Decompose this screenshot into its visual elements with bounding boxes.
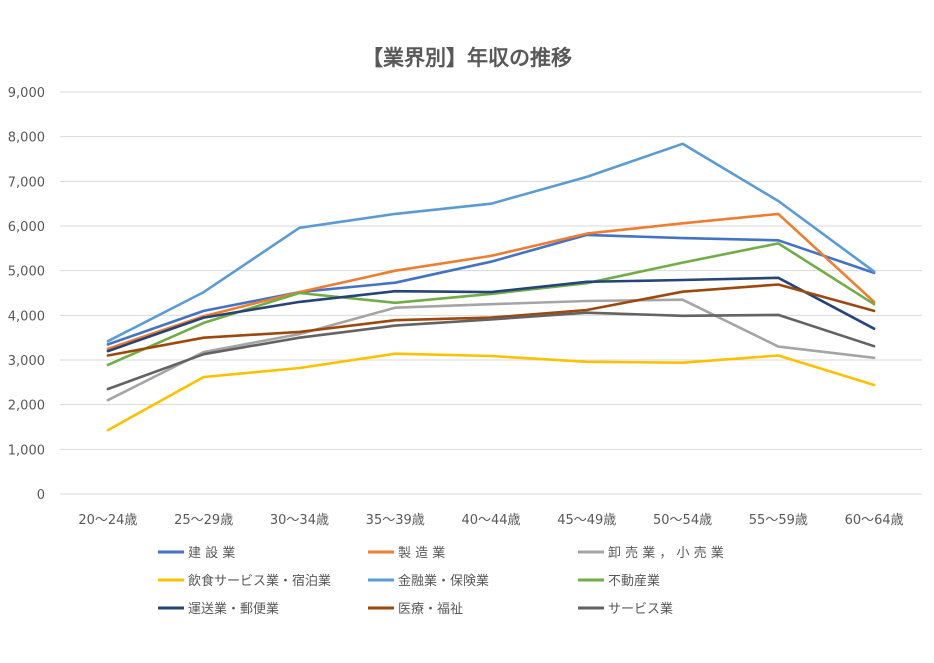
x-axis-tick-labels: 20～24歳 25～29歳 30～34歳 35～39歳 40～44歳 45～49歳 50～5…: [78, 513, 903, 528]
y-tick-label: 1,000: [8, 443, 45, 458]
legend-label: 金融業・保険業: [398, 573, 489, 589]
series-line: [106, 233, 876, 346]
legend-label: 不動産業: [608, 573, 660, 589]
y-tick-label: 4,000: [8, 309, 45, 324]
y-tick-label: 7,000: [8, 175, 45, 190]
series-line: [106, 142, 876, 343]
x-tick-label: 45～49歳: [557, 513, 616, 528]
y-tick-label: 3,000: [8, 354, 45, 369]
x-tick-label: 30～34歳: [270, 513, 329, 528]
legend-label: 運送業・郵便業: [188, 601, 279, 617]
x-tick-label: 40～44歳: [461, 513, 520, 528]
series-line: [106, 298, 876, 402]
y-tick-label: 9,000: [8, 86, 45, 101]
series-line: [106, 311, 876, 391]
x-tick-label: 25～29歳: [174, 513, 233, 528]
x-tick-label: 60～64歳: [845, 513, 904, 528]
series-line: [106, 283, 876, 357]
y-tick-label: 0: [37, 488, 45, 503]
gridlines: [60, 91, 922, 495]
legend-label: 飲食サービス業・宿泊業: [188, 573, 331, 589]
series-line: [106, 352, 876, 432]
legend-label: 製 造 業: [398, 545, 445, 561]
x-tick-label: 20～24歳: [78, 513, 137, 528]
series-line: [106, 276, 876, 353]
y-tick-label: 8,000: [8, 131, 45, 146]
legend-label: 卸 売 業 ， 小 売 業: [608, 545, 724, 561]
series-line: [106, 212, 876, 351]
legend-label: 医療・福祉: [398, 602, 463, 617]
x-tick-label: 50～54歳: [653, 513, 712, 528]
legend-label: 建 設 業: [188, 545, 235, 561]
y-tick-label: 2,000: [8, 399, 45, 414]
y-axis-tick-labels: 0 1,000 2,000 3,000 4,000 5,000 6,000 7,000 8,00…: [8, 86, 45, 503]
y-tick-label: 6,000: [8, 220, 45, 235]
legend-label: サービス業: [608, 601, 673, 617]
x-tick-label: 35～39歳: [366, 513, 425, 528]
chart-title: 【業界別】年収の推移: [362, 46, 572, 70]
series-lines: [106, 142, 876, 432]
x-tick-label: 55～59歳: [749, 513, 808, 528]
y-tick-label: 5,000: [8, 265, 45, 280]
